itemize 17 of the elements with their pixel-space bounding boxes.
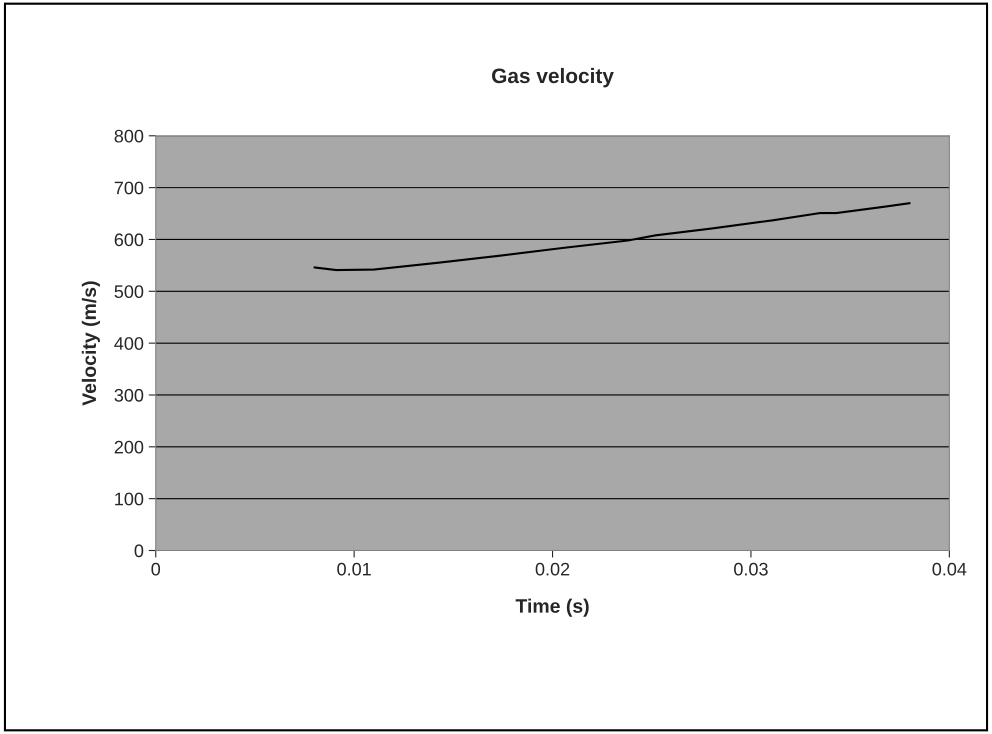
x-axis-title: Time (s) — [516, 598, 589, 617]
y-tick-label: 700 — [114, 182, 144, 194]
y-tick-label: 0 — [134, 544, 144, 558]
x-tick-label: 0.02 — [536, 562, 570, 576]
y-tick-label: 200 — [114, 440, 144, 454]
x-tick-label: 0.04 — [932, 562, 966, 576]
x-tick-label: 0 — [151, 562, 160, 576]
y-tick-label: 500 — [114, 285, 144, 298]
y-tick-label: 800 — [114, 130, 144, 143]
y-tick-label: 300 — [114, 388, 144, 402]
y-axis-title: Velocity (m/s) — [82, 281, 100, 406]
x-tick-label: 0.03 — [734, 562, 768, 576]
chart-title: Gas velocity — [492, 68, 614, 88]
y-tick-label: 100 — [115, 492, 144, 506]
x-tick-label: 0.01 — [337, 562, 371, 576]
y-tick-label: 400 — [114, 337, 144, 350]
y-tick-label: 600 — [114, 233, 144, 246]
